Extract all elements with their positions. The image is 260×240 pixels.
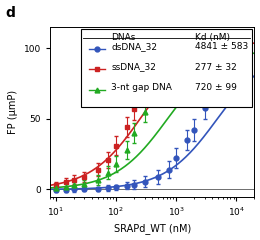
Text: ssDNA_32: ssDNA_32 (111, 63, 156, 72)
Text: 277 ± 32: 277 ± 32 (195, 63, 237, 72)
Text: 4841 ± 583: 4841 ± 583 (195, 42, 248, 51)
X-axis label: SRAPd_WT (nM): SRAPd_WT (nM) (114, 223, 191, 234)
Text: 720 ± 99: 720 ± 99 (195, 83, 237, 92)
Text: d: d (5, 6, 15, 20)
Text: Kd (nM): Kd (nM) (195, 33, 230, 42)
Y-axis label: FP (μmP): FP (μmP) (8, 90, 18, 134)
Text: 3-nt gap DNA: 3-nt gap DNA (111, 83, 172, 92)
Text: DNAs: DNAs (111, 33, 136, 42)
Text: dsDNA_32: dsDNA_32 (111, 42, 157, 51)
FancyBboxPatch shape (81, 29, 252, 107)
